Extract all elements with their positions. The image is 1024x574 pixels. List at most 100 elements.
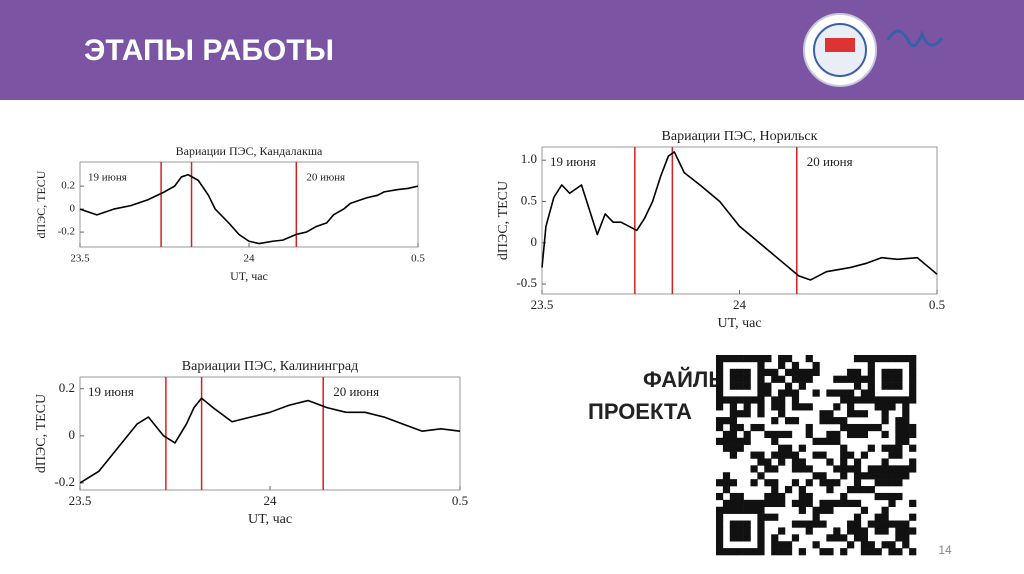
qr-module <box>778 355 786 363</box>
page-number: 14 <box>938 543 952 557</box>
qr-module <box>716 541 724 549</box>
qr-module <box>805 423 813 432</box>
qr-module <box>895 465 903 473</box>
x-axis-label: UT, час <box>248 512 292 527</box>
qr-label: ПРОЕКТА <box>588 399 692 424</box>
qr-module <box>798 492 806 501</box>
qr-module <box>771 513 779 521</box>
qr-module <box>729 520 737 528</box>
qr-module <box>902 527 910 535</box>
qr-module <box>729 396 737 404</box>
x-tick-label: 24 <box>733 297 747 312</box>
qr-module <box>847 410 855 418</box>
qr-module <box>881 355 889 363</box>
y-tick-label: 0 <box>531 234 538 249</box>
qr-module <box>716 403 724 411</box>
qr-module <box>771 479 779 487</box>
qr-module <box>778 492 786 501</box>
y-tick-label: 1.0 <box>521 151 537 166</box>
qr-module <box>881 506 889 514</box>
qr-module <box>757 410 765 418</box>
qr-module <box>750 499 758 508</box>
qr-module <box>805 499 813 508</box>
qr-module <box>909 382 917 390</box>
y-tick-label: 0.5 <box>521 192 537 207</box>
chart-title: Вариации ПЭС, Норильск <box>662 129 818 144</box>
qr-module <box>847 368 855 376</box>
qr-module <box>853 527 862 535</box>
qr-module <box>805 520 813 528</box>
qr-module <box>895 375 903 383</box>
qr-module <box>743 506 751 514</box>
qr-module <box>757 472 765 480</box>
qr-module <box>860 472 869 480</box>
x-tick-label: 23.5 <box>531 297 554 312</box>
qr-module <box>847 451 855 459</box>
qr-module <box>729 410 737 418</box>
qr-module <box>840 465 848 473</box>
qr-module <box>840 451 848 459</box>
qr-module <box>902 417 910 425</box>
qr-module <box>853 472 862 480</box>
qr-module <box>909 430 917 439</box>
qr-module <box>729 534 737 542</box>
qr-module <box>791 499 800 508</box>
qr-module <box>833 479 841 487</box>
x-tick-label: 0.5 <box>929 297 945 312</box>
qr-module <box>722 472 731 480</box>
qr-module <box>784 444 793 452</box>
qr-module <box>750 465 758 473</box>
qr-module <box>798 499 806 508</box>
qr-module <box>722 355 731 363</box>
qr-module <box>881 472 889 480</box>
qr-module <box>729 417 737 425</box>
qr-module <box>833 430 841 439</box>
qr-module <box>791 451 800 459</box>
qr-module <box>764 389 772 397</box>
qr-module <box>778 403 786 411</box>
plot-area <box>79 161 419 248</box>
qr-module <box>860 355 869 363</box>
qr-module <box>798 465 806 473</box>
qr-module <box>716 479 724 487</box>
x-axis-label: UT, час <box>230 269 268 283</box>
qr-module <box>778 444 786 452</box>
qr-module <box>757 375 765 383</box>
x-tick-label: 24 <box>264 493 278 508</box>
qr-module <box>867 465 875 473</box>
qr-module <box>902 410 910 418</box>
qr-module <box>798 382 806 390</box>
qr-module <box>722 437 731 445</box>
qr-module <box>791 403 800 411</box>
qr-module <box>888 403 896 411</box>
qr-module <box>812 437 820 445</box>
qr-module <box>874 423 882 432</box>
qr-module <box>778 396 786 404</box>
qr-module <box>729 423 737 432</box>
qr-module <box>867 389 875 397</box>
qr-module <box>826 410 834 418</box>
qr-module <box>888 465 896 473</box>
qr-module <box>736 520 744 528</box>
qr-module <box>791 417 800 425</box>
qr-module <box>743 355 751 363</box>
annotation: 20 июня <box>306 172 345 184</box>
qr-module <box>771 417 779 425</box>
qr-module <box>771 499 779 508</box>
qr-module <box>902 534 910 542</box>
qr-module <box>909 465 917 473</box>
qr-module <box>895 396 903 404</box>
qr-module <box>847 389 855 397</box>
qr-module <box>764 458 772 466</box>
qr-module <box>840 423 848 432</box>
qr-module <box>716 513 724 521</box>
qr-module <box>888 451 896 459</box>
qr-module <box>736 499 744 508</box>
qr-module <box>895 479 903 487</box>
qr-module <box>840 396 848 404</box>
qr-module <box>716 382 724 390</box>
qr-module <box>895 492 903 501</box>
chart-title: Вариации ПЭС, Калининград <box>182 359 358 374</box>
qr-module <box>729 368 737 376</box>
qr-module <box>853 534 862 542</box>
